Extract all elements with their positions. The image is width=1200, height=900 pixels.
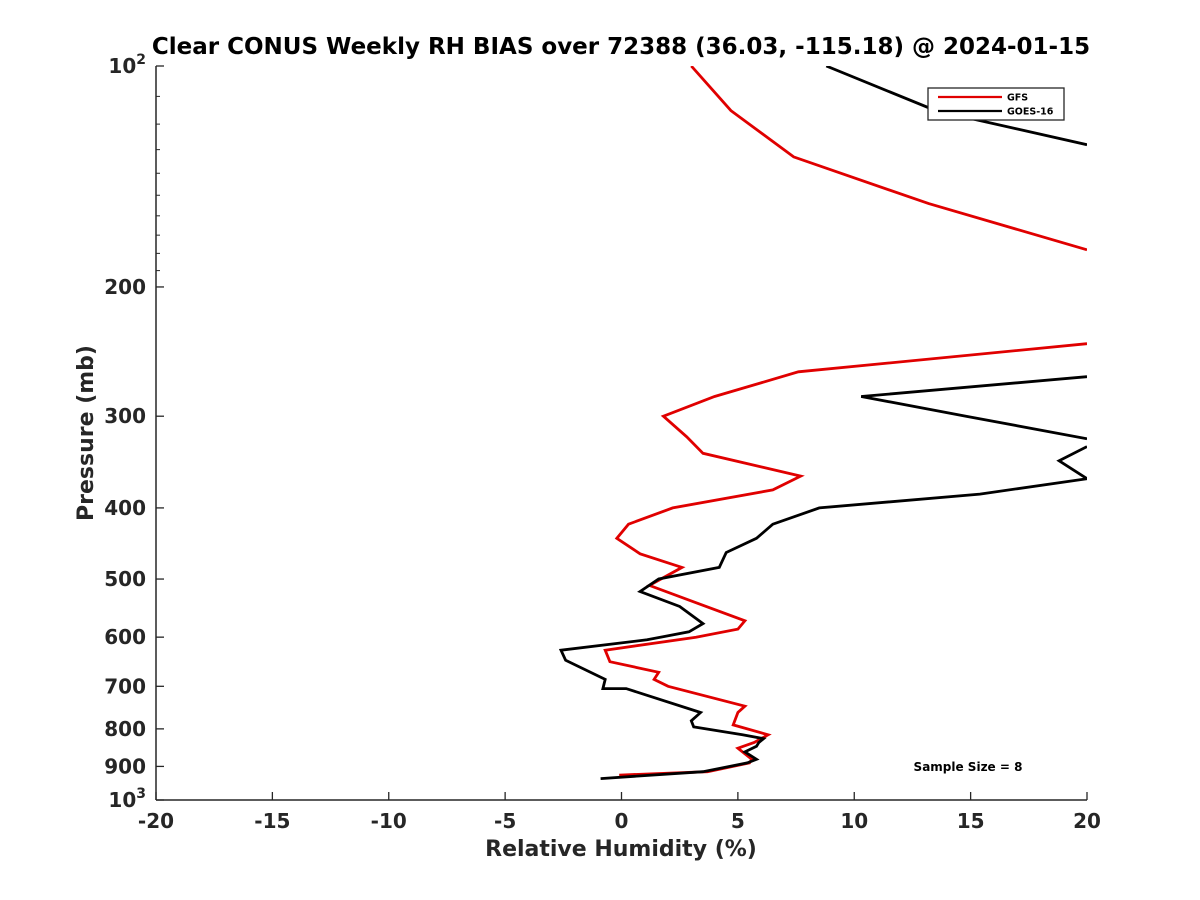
x-tick-label: 10: [840, 809, 868, 833]
y-tick-label: 400: [104, 496, 146, 520]
y-tick-base: 800: [104, 717, 146, 741]
legend-box: [927, 87, 1065, 121]
chart-title: Clear CONUS Weekly RH BIAS over 72388 (3…: [152, 34, 1090, 60]
y-tick-base: 10: [108, 788, 136, 812]
x-tick-label: -15: [254, 809, 290, 833]
y-tick-exponent: 2: [136, 52, 146, 68]
x-axis-ticks: -20 -15 -10 -5 0 5 10 15 20: [138, 792, 1101, 833]
x-tick-label: 0: [615, 809, 629, 833]
y-tick-base: 200: [104, 275, 146, 299]
y-tick-label: 103: [108, 786, 146, 812]
y-tick-label: 102: [108, 52, 146, 78]
plot-area: [156, 66, 1087, 800]
y-tick-base: 400: [104, 496, 146, 520]
series-line-gfs: [603, 66, 1087, 777]
x-tick-label: 15: [957, 809, 985, 833]
x-tick-label: -5: [494, 809, 516, 833]
y-tick-base: 300: [104, 404, 146, 428]
y-tick-label: 800: [104, 717, 146, 741]
y-tick-label: 300: [104, 404, 146, 428]
y-tick-label: 600: [104, 625, 146, 649]
x-axis-label: Relative Humidity (%): [485, 837, 757, 862]
y-tick-label: 500: [104, 567, 146, 591]
y-tick-exponent: 3: [136, 786, 146, 802]
x-tick-label: 20: [1073, 809, 1101, 833]
y-tick-label: 700: [104, 674, 146, 698]
y-tick-label: 200: [104, 275, 146, 299]
x-tick-label: 5: [731, 809, 745, 833]
legend-label-goes16: GOES-16: [1007, 107, 1054, 118]
sample-size-annotation: Sample Size = 8: [914, 760, 1023, 774]
y-tick-base: 600: [104, 625, 146, 649]
y-tick-base: 500: [104, 567, 146, 591]
y-axis-label: Pressure (mb): [74, 345, 99, 521]
y-tick-base: 900: [104, 754, 146, 778]
legend: GFS GOES-16: [927, 87, 1065, 121]
x-tick-label: -20: [138, 809, 174, 833]
y-tick-base: 700: [104, 674, 146, 698]
y-tick-label: 900: [104, 754, 146, 778]
legend-label-gfs: GFS: [1007, 93, 1028, 104]
x-tick-label: -10: [371, 809, 407, 833]
y-tick-base: 10: [108, 54, 136, 78]
